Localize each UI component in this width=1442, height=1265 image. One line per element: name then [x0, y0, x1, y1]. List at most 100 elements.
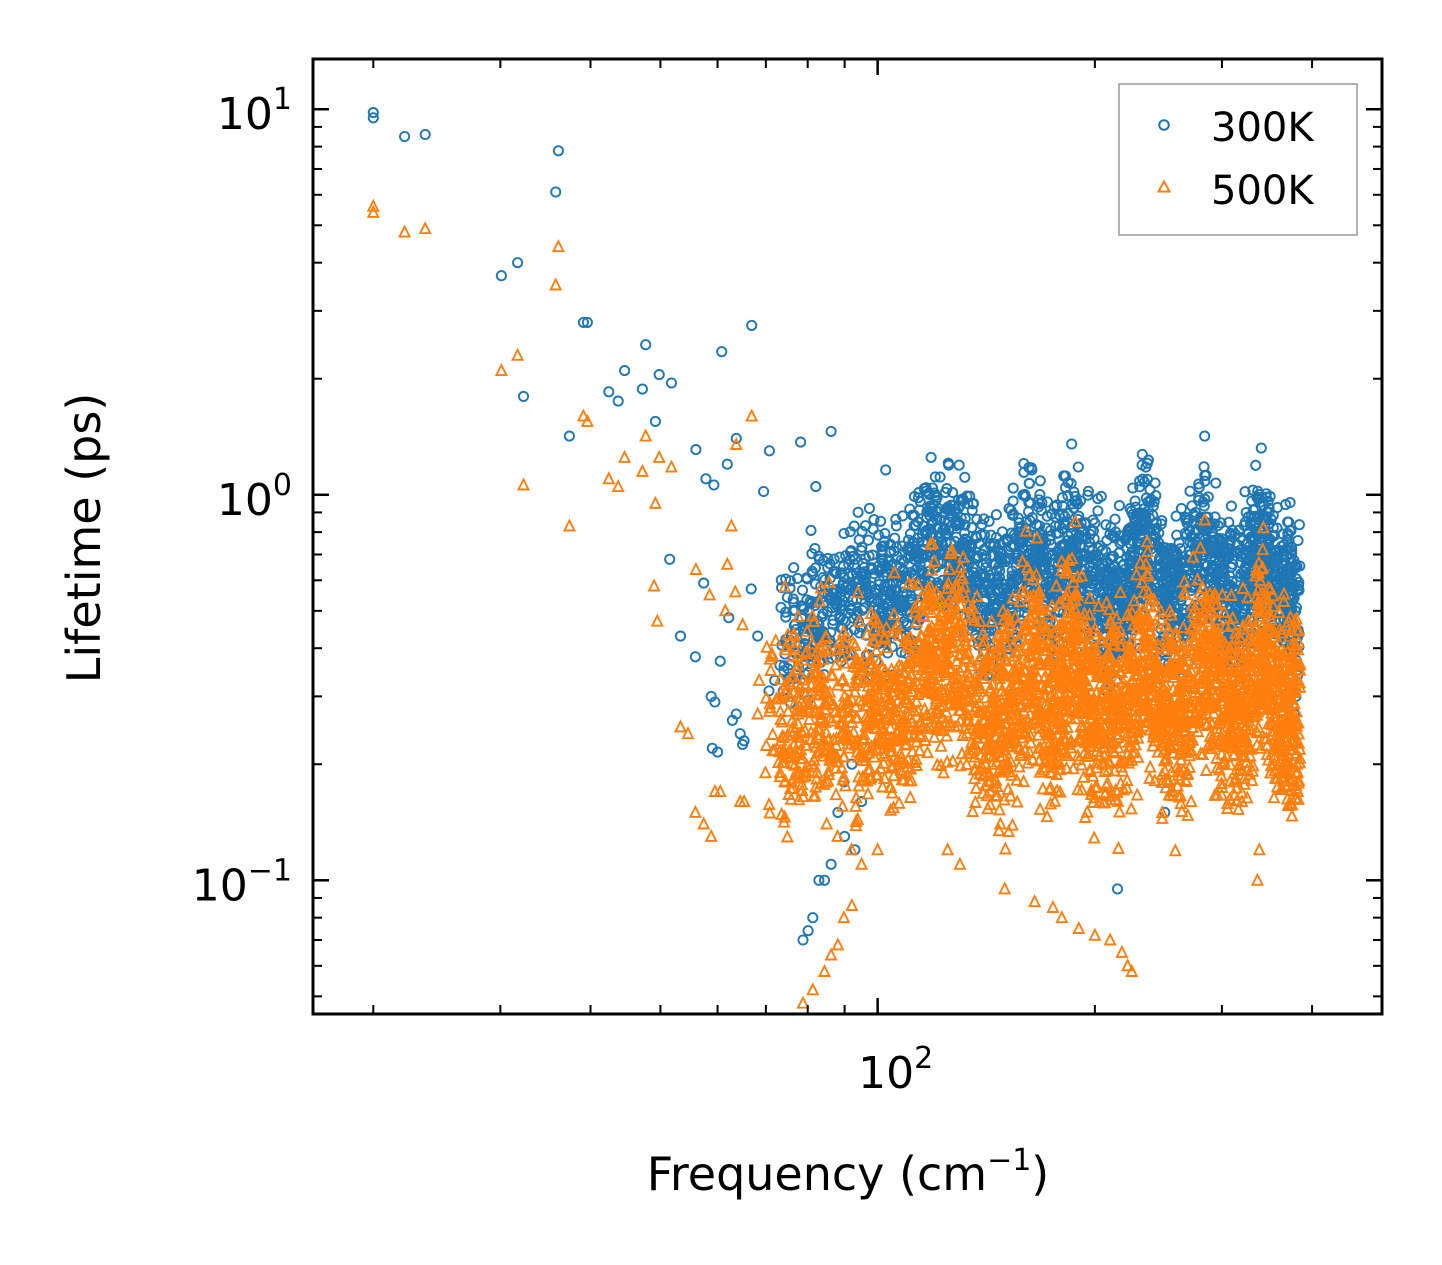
- point-300k-2535: [834, 612, 846, 624]
- point-500k-1170: [773, 704, 787, 718]
- point-300k-2208: [1190, 535, 1203, 547]
- point-300k-1948: [967, 498, 979, 510]
- point-300k-2358: [884, 538, 897, 550]
- point-500k-660: [1111, 840, 1125, 854]
- point-300k-2639: [674, 630, 687, 642]
- point-500k-1838: [923, 579, 937, 593]
- point-300k-2561: [1163, 587, 1175, 600]
- point-300k-2551: [826, 652, 838, 664]
- point-500k-1932: [927, 553, 941, 567]
- point-300k-2419: [780, 611, 792, 623]
- point-500k-1704: [1227, 787, 1242, 801]
- point-500k-424: [1036, 781, 1050, 795]
- point-500k-2055: [906, 743, 920, 758]
- point-300k-2111: [836, 594, 848, 606]
- point-300k-2622: [708, 479, 720, 491]
- point-500k-1578: [1143, 591, 1158, 605]
- point-300k-2518: [1178, 617, 1190, 629]
- point-500k-2115: [1235, 794, 1249, 808]
- point-300k-2020: [986, 579, 998, 591]
- point-300k-2370: [977, 559, 989, 571]
- point-500k-534: [1168, 647, 1182, 661]
- point-300k-2096: [868, 514, 880, 526]
- point-300k-2150: [970, 551, 982, 563]
- point-300k-2146: [984, 584, 996, 596]
- point-300k-146: [1082, 489, 1094, 501]
- point-300k-2196: [895, 554, 907, 566]
- point-500k-1245: [985, 676, 999, 690]
- point-500k-769: [1224, 617, 1238, 631]
- point-500k-870: [866, 632, 880, 647]
- point-300k-2626: [746, 319, 758, 331]
- point-500k-1254: [1068, 514, 1082, 528]
- point-300k-2152: [1173, 537, 1185, 549]
- point-300k-2163: [982, 578, 994, 590]
- point-500k-1432: [1097, 656, 1112, 670]
- point-500k-1836: [848, 677, 862, 691]
- point-300k-2577: [992, 545, 1004, 557]
- point-500k-1796: [1229, 625, 1243, 639]
- point-500k-836: [861, 786, 875, 800]
- point-300k-2529: [945, 504, 957, 516]
- point-500k-2135: [913, 679, 927, 693]
- point-500k-1327: [1032, 583, 1046, 597]
- point-300k-610: [1210, 477, 1222, 489]
- point-500k-1802: [795, 782, 809, 796]
- point-300k-2575: [987, 593, 999, 605]
- point-300k-2294: [881, 598, 893, 610]
- point-500k-2022: [828, 704, 842, 718]
- point-300k-2605: [512, 257, 524, 269]
- point-500k-2171: [952, 647, 966, 661]
- point-300k-1801: [1171, 529, 1183, 541]
- point-500k-2050: [1150, 670, 1164, 685]
- point-500k-1875: [1186, 549, 1200, 563]
- point-300k-2043: [842, 627, 854, 639]
- point-300k-2659: [825, 858, 837, 870]
- point-300k-1098: [929, 490, 941, 502]
- point-300k-2059: [1280, 499, 1292, 511]
- point-300k-1890: [830, 568, 842, 580]
- point-300k-914: [1092, 493, 1104, 505]
- point-300k-2045: [1144, 484, 1156, 496]
- point-300k-2615: [636, 383, 648, 395]
- point-500k-468: [1092, 598, 1106, 612]
- point-300k-2323: [835, 583, 847, 595]
- point-500k-113: [927, 729, 941, 743]
- point-300k-2363: [1288, 555, 1300, 567]
- point-500k-1440: [1059, 587, 1073, 602]
- point-500k-2295: [1204, 693, 1219, 707]
- point-300k-2539: [912, 492, 924, 504]
- point-500k-2143: [790, 649, 805, 663]
- point-500k-442: [1267, 790, 1281, 804]
- point-500k-1493: [839, 628, 853, 642]
- point-300k-2441: [1129, 524, 1141, 536]
- point-500k-2016: [919, 665, 933, 679]
- point-300k-2035: [1123, 585, 1135, 597]
- point-500k-2313: [1062, 609, 1076, 623]
- point-300k-1621: [1003, 502, 1015, 515]
- point-500k-1678: [1120, 780, 1134, 794]
- point-300k-2630: [810, 481, 822, 493]
- point-500k-891: [956, 570, 970, 584]
- point-300k-2158: [1252, 545, 1264, 557]
- point-500k-1121: [872, 653, 886, 667]
- point-500k-463: [780, 829, 794, 843]
- point-500k-1854: [1006, 727, 1020, 741]
- point-500k-1533: [1258, 604, 1272, 618]
- point-300k-2335: [994, 565, 1006, 577]
- point-500k-1898: [923, 593, 937, 607]
- point-500k-1617: [968, 612, 982, 626]
- point-300k-2633: [925, 451, 937, 463]
- point-500k-1621: [856, 773, 871, 787]
- point-500k-750: [985, 613, 999, 628]
- point-500k-2280: [1056, 667, 1071, 681]
- point-300k-2299: [885, 545, 897, 557]
- point-500k-2238: [956, 549, 970, 563]
- point-500k-746: [1129, 567, 1144, 581]
- point-500k-1550: [885, 760, 899, 774]
- point-500k-1064: [1060, 709, 1074, 723]
- point-300k-1956: [924, 505, 936, 517]
- point-300k-1963: [863, 502, 875, 514]
- point-300k-1942: [858, 561, 870, 574]
- point-300k-2057: [966, 522, 978, 534]
